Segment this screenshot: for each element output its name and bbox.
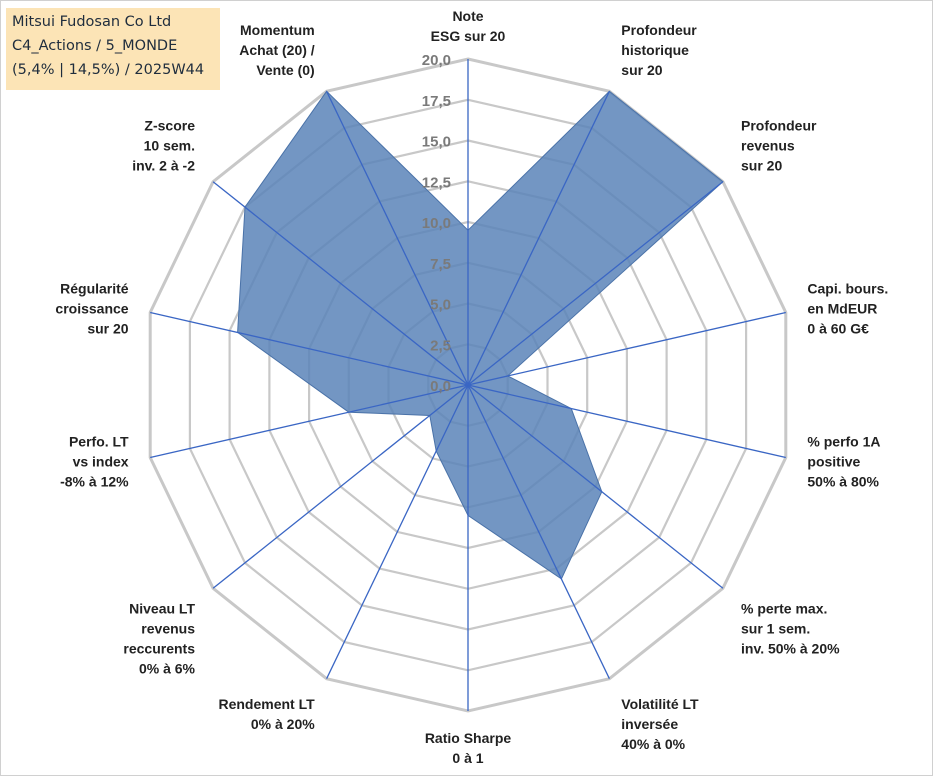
radar-tick-label: 2,5 <box>430 337 451 354</box>
chart-title-stats: (5,4% | 14,5%) / 2025W44 <box>12 62 205 78</box>
radar-axis-label: Volatilité LT inversée 40% à 0% <box>621 696 699 752</box>
radar-axis-label: Capi. bours. en MdEUR 0 à 60 G€ <box>807 281 888 337</box>
radar-tick-label: 15,0 <box>422 134 451 151</box>
radar-axis-label-line: sur 20 <box>87 321 128 337</box>
radar-axis-label-line: Z-score <box>144 118 195 134</box>
radar-axis-label-line: en MdEUR <box>807 301 877 317</box>
radar-axis-label: Z-score 10 sem. inv. 2 à -2 <box>132 118 195 174</box>
radar-axis-label-line: inv. 50% à 20% <box>741 641 840 657</box>
radar-axis-label: Momentum Achat (20) / Vente (0) <box>239 22 315 78</box>
chart-title-box: Mitsui Fudosan Co Ltd C4_Actions / 5_MON… <box>6 8 220 90</box>
radar-spoke <box>467 91 610 386</box>
radar-axis-label-line: reccurents <box>123 641 195 657</box>
radar-axis-label-line: % perfo 1A <box>807 434 880 450</box>
radar-spoke <box>467 384 610 679</box>
radar-axis-label-line: 10 sem. <box>144 138 195 154</box>
radar-axis-label-line: 40% à 0% <box>621 736 685 752</box>
radar-axis-label-line: 50% à 80% <box>807 474 879 490</box>
radar-axis-label: Niveau LT revenus reccurents 0% à 6% <box>123 601 195 677</box>
radar-axis-label-line: % perte max. <box>741 601 827 617</box>
radar-axis-label-line: 0 à 1 <box>452 750 483 766</box>
radar-axis-label-line: vs index <box>73 454 129 470</box>
radar-axis-label: Profondeur historique sur 20 <box>621 22 697 78</box>
radar-axis-label-line: sur 20 <box>741 158 782 174</box>
radar-tick-label: 5,0 <box>430 297 451 314</box>
radar-tick-label: 12,5 <box>422 174 451 191</box>
radar-axis-label-line: croissance <box>55 301 128 317</box>
radar-spoke <box>467 181 724 386</box>
radar-axis-label-line: Ratio Sharpe <box>425 730 512 746</box>
radar-spoke <box>326 91 469 386</box>
radar-spoke <box>467 384 786 459</box>
radar-axis-label-line: 0% à 6% <box>139 661 196 677</box>
radar-axis-label: Profondeur revenus sur 20 <box>741 118 817 174</box>
radar-spoke <box>212 181 469 386</box>
radar-axis-label-line: 0 à 60 G€ <box>807 321 869 337</box>
radar-tick-label: 17,5 <box>422 93 451 110</box>
radar-axis-label-line: inv. 2 à -2 <box>132 158 195 174</box>
radar-spoke <box>150 384 469 459</box>
radar-axis-label-line: sur 20 <box>621 62 662 78</box>
radar-spoke <box>467 384 724 589</box>
radar-axis-label-line: Momentum <box>240 22 315 38</box>
radar-axis-label-line: sur 1 sem. <box>741 621 810 637</box>
radar-axis-label-line: revenus <box>141 621 195 637</box>
radar-tick-label: 10,0 <box>422 215 451 232</box>
radar-axis-label: Note ESG sur 20 <box>431 8 506 44</box>
radar-series-area <box>237 90 724 580</box>
chart-title-category: C4_Actions / 5_MONDE <box>12 38 178 54</box>
radar-axis-label-line: Achat (20) / <box>239 42 315 58</box>
radar-axis-label-line: Perfo. LT <box>69 434 129 450</box>
radar-axis-label-line: Note <box>452 8 483 24</box>
radar-axis-label-line: Profondeur <box>621 22 697 38</box>
radar-axis-label-line: ESG sur 20 <box>431 28 506 44</box>
radar-axis-label-line: -8% à 12% <box>60 474 129 490</box>
radar-axis-label-line: Régularité <box>60 281 129 297</box>
radar-axis-label: Rendement LT 0% à 20% <box>218 696 315 732</box>
chart-title-company: Mitsui Fudosan Co Ltd <box>12 14 172 30</box>
radar-spoke <box>212 384 469 589</box>
radar-axis-label-line: inversée <box>621 716 678 732</box>
radar-axis-label-line: historique <box>621 42 689 58</box>
radar-axis-label-line: Vente (0) <box>256 62 314 78</box>
radar-axis-label-line: revenus <box>741 138 795 154</box>
radar-axis-label: % perfo 1A positive 50% à 80% <box>807 434 880 490</box>
radar-tick-label: 0,0 <box>430 378 451 395</box>
radar-axis-label-line: Profondeur <box>741 118 817 134</box>
radar-spoke <box>467 311 786 386</box>
radar-tick-label: 20,0 <box>422 52 451 69</box>
radar-axis-label: Perfo. LT vs index -8% à 12% <box>60 434 129 490</box>
radar-axis-label-line: Rendement LT <box>218 696 315 712</box>
radar-axis-label-line: Niveau LT <box>129 601 195 617</box>
radar-spoke <box>326 384 469 679</box>
radar-axis-label-line: Capi. bours. <box>807 281 888 297</box>
radar-axis-label-line: 0% à 20% <box>251 716 315 732</box>
radar-axis-label: % perte max. sur 1 sem. inv. 50% à 20% <box>741 601 840 657</box>
radar-tick-label: 7,5 <box>430 256 451 273</box>
radar-axis-label: Ratio Sharpe 0 à 1 <box>425 730 512 766</box>
radar-axis-label: Régularité croissance sur 20 <box>55 281 128 337</box>
radar-axis-label-line: Volatilité LT <box>621 696 699 712</box>
radar-axis-label-line: positive <box>807 454 860 470</box>
radar-spoke <box>150 311 469 386</box>
